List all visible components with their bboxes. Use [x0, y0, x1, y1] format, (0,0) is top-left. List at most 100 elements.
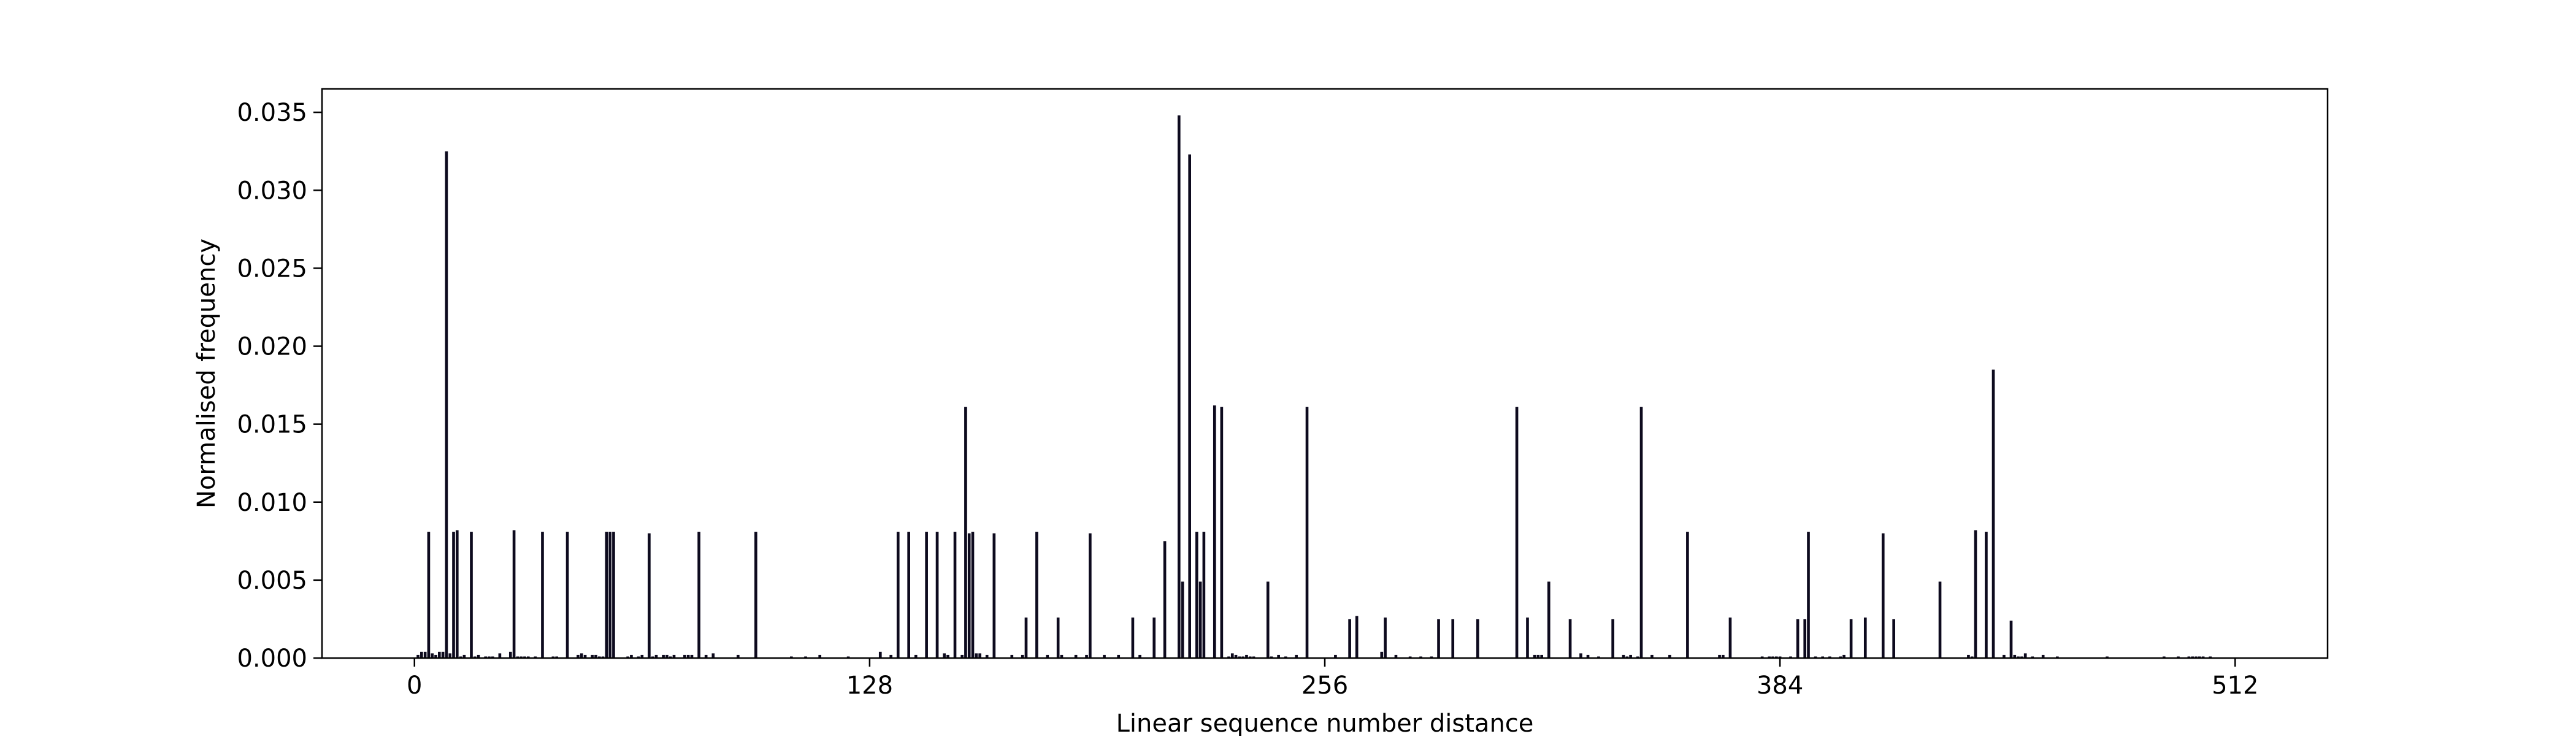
y-tick-label: 0.015	[237, 411, 307, 439]
bar	[434, 654, 437, 658]
bar	[416, 654, 420, 658]
bar	[960, 654, 964, 658]
bar	[1611, 619, 1614, 658]
bar	[431, 653, 434, 658]
x-axis-ticks: 0 128 256 384 512	[407, 658, 2258, 700]
bar	[1991, 369, 1995, 658]
bar	[1970, 656, 1974, 658]
bar-series	[416, 115, 2212, 659]
bar	[594, 654, 597, 658]
bar	[2177, 656, 2180, 658]
bar	[1419, 656, 1422, 658]
bar	[608, 532, 611, 658]
bar	[1277, 654, 1280, 658]
bar	[626, 656, 629, 658]
bar	[1177, 115, 1181, 659]
bar	[1074, 654, 1078, 658]
bar	[1085, 654, 1088, 658]
bar	[601, 656, 605, 658]
bar	[551, 656, 555, 658]
bar	[1220, 407, 1224, 658]
bar	[1060, 654, 1064, 658]
bar	[448, 653, 452, 658]
bar	[1778, 656, 1782, 658]
bar	[2056, 656, 2059, 658]
bar	[1202, 532, 1206, 658]
bar	[1639, 407, 1643, 658]
bar	[583, 654, 587, 658]
bar	[896, 532, 900, 658]
bar	[2009, 620, 2013, 658]
bar	[1021, 654, 1024, 658]
bar	[1334, 654, 1337, 658]
bar	[2209, 656, 2212, 658]
bar	[686, 654, 690, 658]
bar	[1241, 656, 1244, 658]
bar	[985, 654, 989, 658]
bar	[1437, 619, 1440, 658]
bar	[1380, 651, 1384, 658]
bar	[1238, 656, 1241, 658]
bar	[1650, 654, 1654, 658]
bar	[1394, 654, 1398, 658]
bar	[889, 654, 892, 658]
bar	[1227, 656, 1230, 658]
bar	[2003, 654, 2006, 658]
bar	[1722, 654, 1725, 658]
bar	[473, 656, 477, 658]
bar	[456, 530, 459, 658]
bar	[1248, 656, 1252, 658]
x-tick-label: 512	[2212, 672, 2258, 700]
bar	[953, 532, 957, 658]
bar	[591, 654, 594, 658]
bar	[1010, 654, 1014, 658]
bar	[1985, 532, 1988, 658]
bar	[1892, 619, 1895, 658]
y-tick-label: 0.035	[237, 99, 307, 127]
bar	[1540, 654, 1543, 658]
bar	[438, 651, 441, 658]
bar	[1533, 654, 1536, 658]
bar	[648, 533, 651, 658]
bar	[2013, 654, 2017, 658]
bar	[491, 656, 494, 658]
bar	[1842, 654, 1846, 658]
x-tick-label: 384	[1757, 672, 1803, 700]
bar	[704, 654, 708, 658]
bar	[1181, 581, 1184, 658]
bar	[459, 656, 462, 658]
bar	[907, 532, 910, 658]
bar	[452, 532, 455, 658]
bar	[488, 656, 491, 658]
bar	[1270, 656, 1273, 658]
bar	[2020, 656, 2023, 658]
bar	[1245, 654, 1248, 658]
bar	[690, 654, 694, 658]
bar	[737, 654, 740, 658]
bar	[1863, 617, 1867, 658]
bar	[662, 654, 665, 658]
bar	[1807, 532, 1810, 658]
bar	[971, 532, 975, 658]
bar	[1771, 656, 1774, 658]
bar	[577, 654, 580, 658]
bar	[1768, 656, 1771, 658]
bar	[1849, 619, 1853, 658]
bar	[1348, 619, 1351, 658]
bar	[1138, 654, 1141, 658]
bar	[1384, 617, 1387, 658]
x-axis-label: Linear sequence number distance	[1116, 710, 1534, 736]
bar	[519, 656, 523, 658]
bar	[1789, 656, 1792, 658]
bar	[2195, 656, 2198, 658]
bar	[790, 656, 793, 658]
bar	[914, 654, 918, 658]
y-tick-label: 0.010	[237, 489, 307, 517]
bar	[935, 532, 939, 658]
bar	[1163, 541, 1167, 658]
bar	[1568, 619, 1572, 658]
bar	[1636, 656, 1639, 658]
bar	[697, 532, 700, 658]
bar	[630, 654, 633, 658]
